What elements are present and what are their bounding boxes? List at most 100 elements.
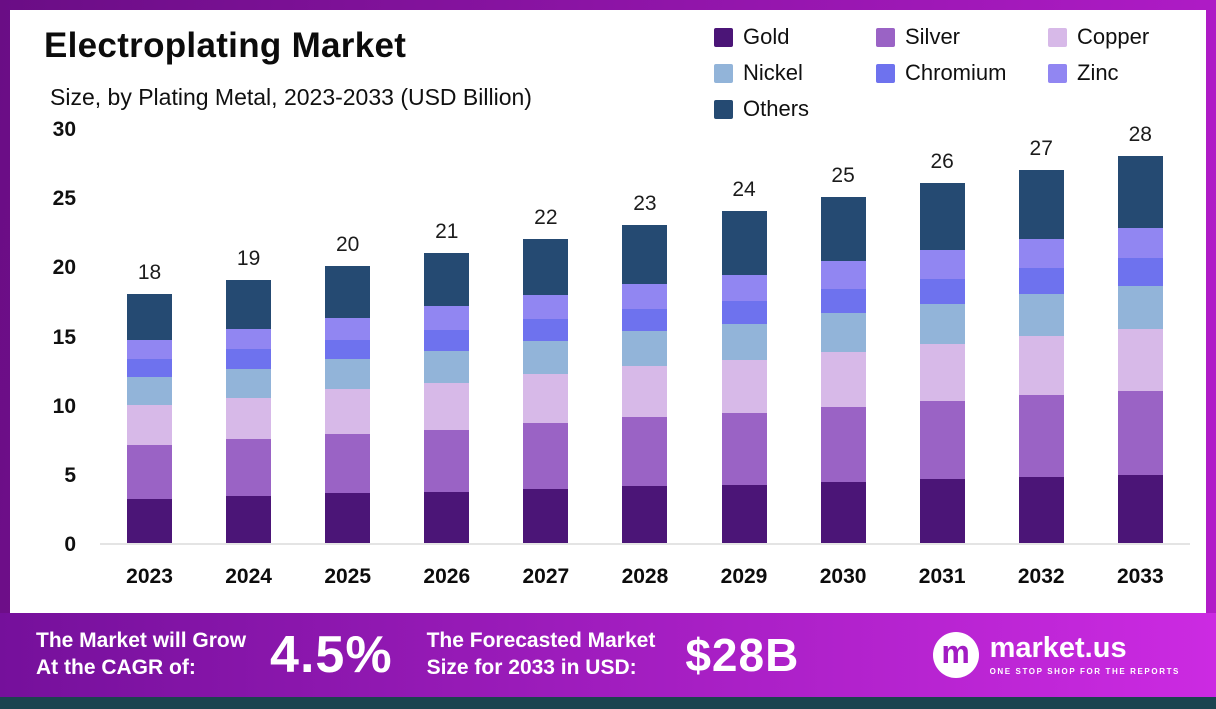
bar-segment-zinc	[820, 260, 866, 289]
bar-segment-silver	[919, 400, 965, 480]
bar-segment-copper	[1018, 335, 1064, 395]
legend-item-others: Others	[714, 96, 876, 122]
bar-segment-chromium	[226, 349, 272, 369]
legend-swatch	[714, 99, 733, 119]
bar-group: 22 2027	[496, 130, 595, 588]
bar-segment-copper	[622, 365, 668, 418]
bar-total-label: 22	[534, 205, 558, 229]
bar-segment-copper	[325, 389, 371, 434]
bar-segment-nickel	[523, 341, 569, 375]
x-tick-label: 2027	[522, 565, 570, 588]
bar-total-label: 20	[336, 233, 360, 257]
bar-segment-gold	[1018, 476, 1064, 543]
bar-segment-silver	[820, 407, 866, 483]
x-tick-label: 2030	[819, 565, 867, 588]
bar-segment-zinc	[622, 284, 668, 310]
bar-total-label: 23	[633, 191, 657, 215]
bar-stack	[1018, 169, 1064, 543]
bar-segment-zinc	[919, 249, 965, 279]
bar-group: 25 2030	[794, 130, 893, 588]
cagr-label: The Market will Grow At the CAGR of:	[36, 628, 246, 682]
bar-total-label: 24	[732, 178, 756, 202]
bar-segment-chromium	[1117, 258, 1163, 286]
bar-segment-zinc	[127, 339, 173, 360]
bar-segment-copper	[127, 404, 173, 445]
bar-segment-copper	[226, 397, 272, 440]
bar-segment-nickel	[721, 324, 767, 361]
bar-segment-gold	[226, 495, 272, 543]
bar-segment-chromium	[325, 339, 371, 360]
bar-segment-nickel	[325, 359, 371, 390]
bar-segment-silver	[1117, 390, 1163, 476]
y-tick-label: 30	[52, 118, 76, 141]
bar-segment-others	[721, 211, 767, 275]
forecast-label-line2: Size for 2033 in USD:	[426, 656, 637, 679]
bar-stack	[820, 197, 866, 543]
x-tick-label: 2029	[720, 565, 768, 588]
legend-label: Others	[743, 96, 810, 121]
y-tick-label: 25	[52, 187, 76, 211]
y-tick-label: 5	[64, 463, 76, 487]
chart-subtitle: Size, by Plating Metal, 2023-2033 (USD B…	[50, 84, 532, 110]
bar-total-label: 28	[1128, 122, 1152, 146]
bar-group: 26 2031	[893, 130, 992, 588]
plot-area: 18 2023 19 2024 20 2025 21 2026 22 2027 23 2028 24 20…	[100, 123, 1190, 588]
forecast-label-line1: The Forecasted Market	[426, 629, 656, 653]
legend-item-gold: Gold	[714, 24, 876, 50]
bar-segment-nickel	[622, 331, 668, 366]
bar-segment-nickel	[127, 377, 173, 405]
bar-segment-copper	[820, 352, 866, 408]
bar-segment-silver	[325, 433, 371, 494]
bar-stack	[919, 183, 965, 543]
bar-segment-copper	[919, 343, 965, 401]
marketus-logo-text: market.us ONE STOP SHOP FOR THE REPORTS	[989, 632, 1180, 677]
x-tick-label: 2025	[324, 565, 372, 588]
bar-segment-nickel	[424, 350, 470, 383]
bar-segment-zinc	[325, 317, 371, 340]
bar-segment-gold	[424, 491, 470, 543]
bar-segment-silver	[523, 422, 569, 490]
bar-segment-zinc	[424, 306, 470, 330]
bar-segment-gold	[325, 493, 371, 543]
bar-segment-others	[919, 183, 965, 250]
bar-segment-nickel	[820, 313, 866, 353]
x-tick-label: 2031	[918, 565, 966, 588]
bar-segment-copper	[523, 374, 569, 423]
footer-banner: The Market will Grow At the CAGR of: 4.5…	[0, 613, 1216, 697]
cagr-label-line2: At the CAGR of:	[36, 656, 196, 679]
legend-label: Chromium	[905, 60, 1007, 85]
bar-group: 28 2033	[1091, 123, 1190, 588]
bar-stack	[127, 294, 173, 543]
x-tick-label: 2033	[1116, 565, 1164, 588]
bar-segment-silver	[424, 429, 470, 492]
legend-swatch	[714, 27, 733, 47]
bar-segment-copper	[721, 360, 767, 413]
brand-name: market.us	[989, 632, 1127, 664]
bar-total-label: 18	[137, 261, 162, 285]
bar-segment-chromium	[919, 278, 965, 304]
legend-item-silver: Silver	[876, 24, 1048, 50]
x-tick-label: 2024	[225, 565, 272, 588]
bar-segment-zinc	[1018, 238, 1064, 268]
legend-swatch	[876, 63, 895, 83]
bar-stack	[1117, 155, 1163, 543]
marketus-logo: m market.us ONE STOP SHOP FOR THE REPORT…	[932, 632, 1180, 678]
bar-stack	[325, 266, 371, 543]
bar-group: 19 2024	[199, 130, 298, 588]
forecast-label: The Forecasted Market Size for 2033 in U…	[427, 628, 656, 682]
legend: Gold Silver Copper Nickel Chromium Zinc Others	[714, 24, 1184, 122]
bar-group: 23 2028	[595, 130, 694, 588]
bar-stack	[622, 224, 668, 543]
marketus-logo-icon: m	[932, 632, 979, 678]
bar-segment-nickel	[919, 303, 965, 344]
bar-segment-gold	[523, 489, 569, 543]
bar-segment-chromium	[127, 359, 173, 378]
bar-group: 20 2025	[298, 130, 397, 588]
legend-item-zinc: Zinc	[1048, 60, 1184, 86]
bar-segment-silver	[1018, 395, 1064, 477]
legend-item-nickel: Nickel	[714, 60, 876, 86]
bar-group: 24 2029	[695, 130, 794, 588]
bar-segment-copper	[424, 382, 470, 430]
x-tick-label: 2028	[621, 565, 669, 588]
